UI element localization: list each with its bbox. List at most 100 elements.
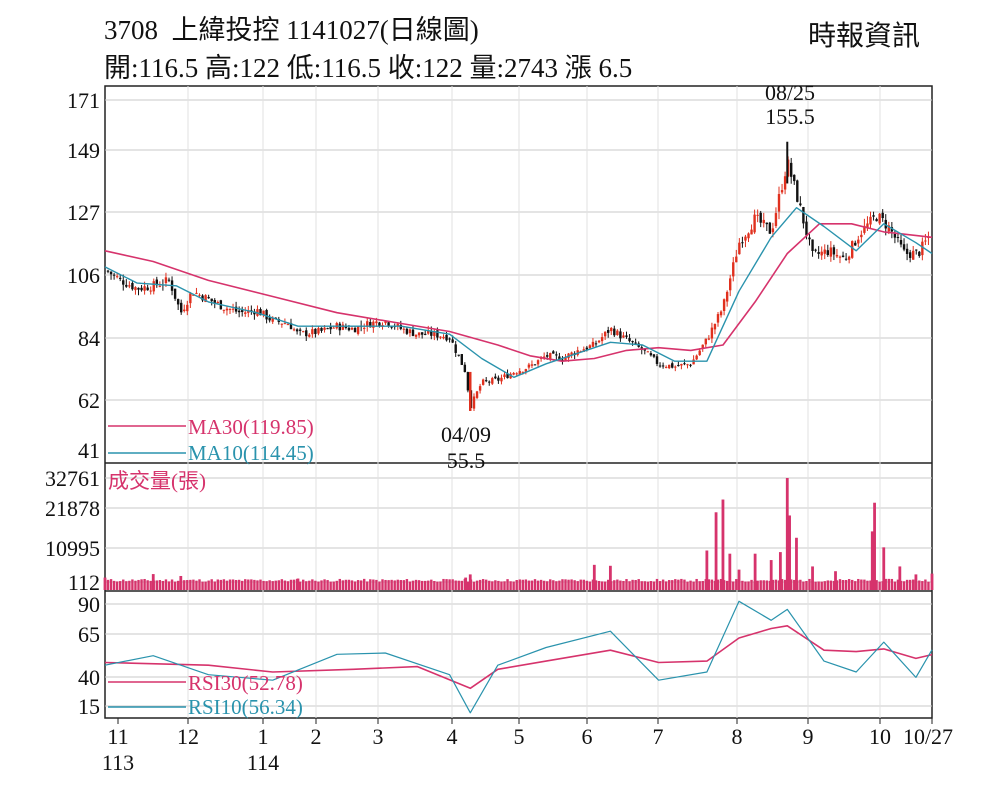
volume-bar (207, 580, 210, 590)
volume-bar (631, 579, 634, 590)
volume-bar (305, 581, 308, 590)
candle-body (405, 328, 409, 334)
candle-body (384, 320, 387, 324)
volume-bar (308, 580, 311, 590)
candle-body (823, 249, 826, 254)
candle-body (228, 308, 232, 310)
volume-bar (399, 580, 402, 590)
volume-bar (930, 573, 934, 590)
x-tick-label: 5 (514, 724, 525, 749)
candle-body (295, 329, 299, 332)
volume-bar (216, 579, 219, 590)
volume-bar (137, 579, 140, 590)
candle-body (631, 341, 634, 343)
candle-body (616, 330, 619, 336)
candle-body (231, 308, 235, 310)
volume-bar (497, 580, 500, 590)
candle-body (747, 233, 750, 239)
candle-body (622, 335, 625, 338)
candle-body (722, 299, 726, 312)
x-tick-year-label: 113 (102, 750, 134, 775)
candle-body (454, 344, 457, 353)
candle-body (701, 344, 704, 349)
candle-body (591, 341, 595, 347)
volume-bar (692, 581, 695, 590)
volume-bar (765, 580, 768, 590)
volume-bar (472, 581, 476, 590)
quote-summary: 開:116.5 高:122 低:116.5 收:122 量:2743 漲 6.5 (104, 53, 633, 83)
candle-body (292, 329, 296, 331)
volume-bar (625, 579, 628, 590)
volume-bar (576, 581, 579, 590)
candle-body (564, 356, 567, 361)
candle-body (207, 297, 210, 299)
annotation-low-date: 04/09 (441, 422, 491, 447)
volume-bar (262, 580, 265, 590)
candle-body (503, 374, 506, 377)
candle-body (338, 323, 341, 331)
candle-body (759, 212, 762, 223)
rsi-y-tick: 65 (78, 622, 100, 647)
volume-bar (149, 580, 152, 590)
volume-bar (716, 579, 720, 590)
volume-bar (161, 580, 165, 590)
candle-body (134, 287, 137, 291)
price-y-tick: 62 (78, 388, 100, 413)
volume-bar (710, 579, 714, 590)
volume-bar (381, 579, 384, 590)
volume-bar (155, 580, 158, 590)
volume-bar (134, 580, 137, 590)
volume-bar (771, 579, 775, 590)
candle-body (326, 328, 329, 330)
volume-bar (851, 579, 854, 590)
volume-bar (788, 515, 791, 590)
candle-body (668, 364, 671, 369)
candle-body (915, 249, 918, 251)
x-tick-label: 3 (373, 724, 384, 749)
volume-bar (289, 579, 293, 590)
volume-bar (363, 578, 366, 590)
candle-body (323, 327, 326, 330)
candle-body (820, 251, 823, 256)
candle-body (872, 215, 875, 217)
volume-bar (918, 580, 921, 590)
volume-bar (622, 581, 625, 590)
candle-body (131, 282, 134, 290)
volume-bar (213, 581, 216, 590)
candle-body (344, 325, 348, 328)
volume-bar (353, 581, 357, 590)
candle-body (262, 310, 265, 316)
volume-bar (878, 581, 881, 590)
candle-body (744, 236, 747, 241)
candle-body (396, 323, 399, 327)
candle-body (869, 216, 872, 225)
candle-body (305, 330, 308, 337)
candle-body (378, 322, 381, 326)
candle-body (439, 336, 442, 338)
volume-bar (643, 581, 646, 590)
candle-body (478, 386, 482, 391)
candle-body (634, 342, 637, 344)
volume-bar (106, 579, 110, 590)
x-tick-label: 9 (803, 724, 814, 749)
candle-body (515, 373, 518, 375)
volume-bar (811, 566, 814, 590)
rsi-series (104, 600, 933, 714)
candle-body (887, 225, 890, 232)
volume-bar (674, 579, 677, 590)
volume-bar (314, 580, 317, 590)
volume-bar (344, 579, 348, 590)
candle-body (500, 377, 503, 382)
volume-bar (689, 580, 692, 590)
candle-body (729, 278, 732, 291)
candle-body (735, 256, 738, 263)
volume-bar (317, 581, 320, 590)
candle-body (658, 365, 662, 367)
volume-bar (634, 580, 637, 590)
volume-bar (192, 579, 195, 590)
volume-bar (225, 580, 229, 590)
candle-body (686, 364, 689, 366)
volume-bar (436, 581, 439, 590)
candle-body (854, 242, 857, 246)
candle-body (320, 327, 323, 331)
